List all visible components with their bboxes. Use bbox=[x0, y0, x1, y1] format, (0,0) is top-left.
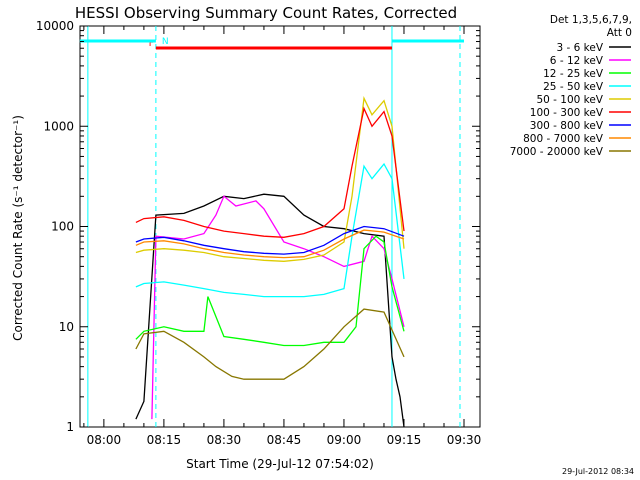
x-tick-label-6: 09:30 bbox=[447, 433, 482, 447]
legend-label-3: 25 - 50 keV bbox=[543, 81, 604, 93]
legend-label-7: 800 - 7000 keV bbox=[523, 133, 604, 145]
legend-title-line1: Det 1,3,5,6,7,9, bbox=[550, 14, 632, 26]
series-line-0 bbox=[135, 193, 405, 428]
legend-label-0: 3 - 6 keV bbox=[556, 42, 603, 54]
y-tick-label-4: 10000 bbox=[36, 19, 74, 33]
flag-label-0: F bbox=[149, 39, 154, 49]
series-line-3 bbox=[135, 162, 405, 298]
series-line-4 bbox=[135, 96, 405, 262]
x-tick-label-4: 09:00 bbox=[327, 433, 362, 447]
legend-label-4: 50 - 100 keV bbox=[536, 94, 603, 106]
x-tick-label-5: 09:15 bbox=[387, 433, 422, 447]
x-tick-label-0: 08:00 bbox=[87, 433, 122, 447]
y-axis-label: Corrected Count Rate (s⁻¹ detector⁻¹) bbox=[11, 115, 25, 341]
y-axis-ticks: 1 10 100 1000 10000 bbox=[36, 19, 480, 434]
series-line-8 bbox=[135, 308, 405, 380]
chart-title: HESSI Observing Summary Count Rates, Cor… bbox=[75, 4, 457, 22]
x-axis-label: Start Time (29-Jul-12 07:54:02) bbox=[186, 457, 374, 471]
plot-frame bbox=[79, 25, 481, 428]
x-tick-label-3: 08:45 bbox=[267, 433, 302, 447]
legend-label-2: 12 - 25 keV bbox=[543, 68, 604, 80]
y-tick-label-3: 1000 bbox=[43, 119, 74, 133]
y-tick-label-2: 100 bbox=[51, 220, 74, 234]
legend-title-line2: Att 0 bbox=[607, 27, 632, 39]
x-tick-label-2: 08:30 bbox=[207, 433, 242, 447]
legend-label-6: 300 - 800 keV bbox=[530, 120, 604, 132]
series-line-7 bbox=[135, 229, 405, 259]
series-line-6 bbox=[135, 225, 405, 255]
footer-timestamp: 29-Jul-2012 08:34 bbox=[562, 467, 634, 476]
series-line-2 bbox=[135, 235, 405, 347]
series-line-5 bbox=[135, 106, 405, 238]
flag-label-1: N bbox=[162, 37, 169, 47]
x-axis-ticks: 08:00 08:15 08:30 08:45 09:00 09:15 09:30 bbox=[83, 26, 482, 447]
y-tick-label-0: 1 bbox=[66, 420, 74, 434]
y-tick-label-1: 10 bbox=[59, 320, 74, 334]
legend-label-8: 7000 - 20000 keV bbox=[510, 146, 604, 158]
legend-label-5: 100 - 300 keV bbox=[530, 107, 604, 119]
legend-label-1: 6 - 12 keV bbox=[550, 55, 604, 67]
series-lines bbox=[135, 96, 405, 428]
x-tick-label-1: 08:15 bbox=[147, 433, 182, 447]
